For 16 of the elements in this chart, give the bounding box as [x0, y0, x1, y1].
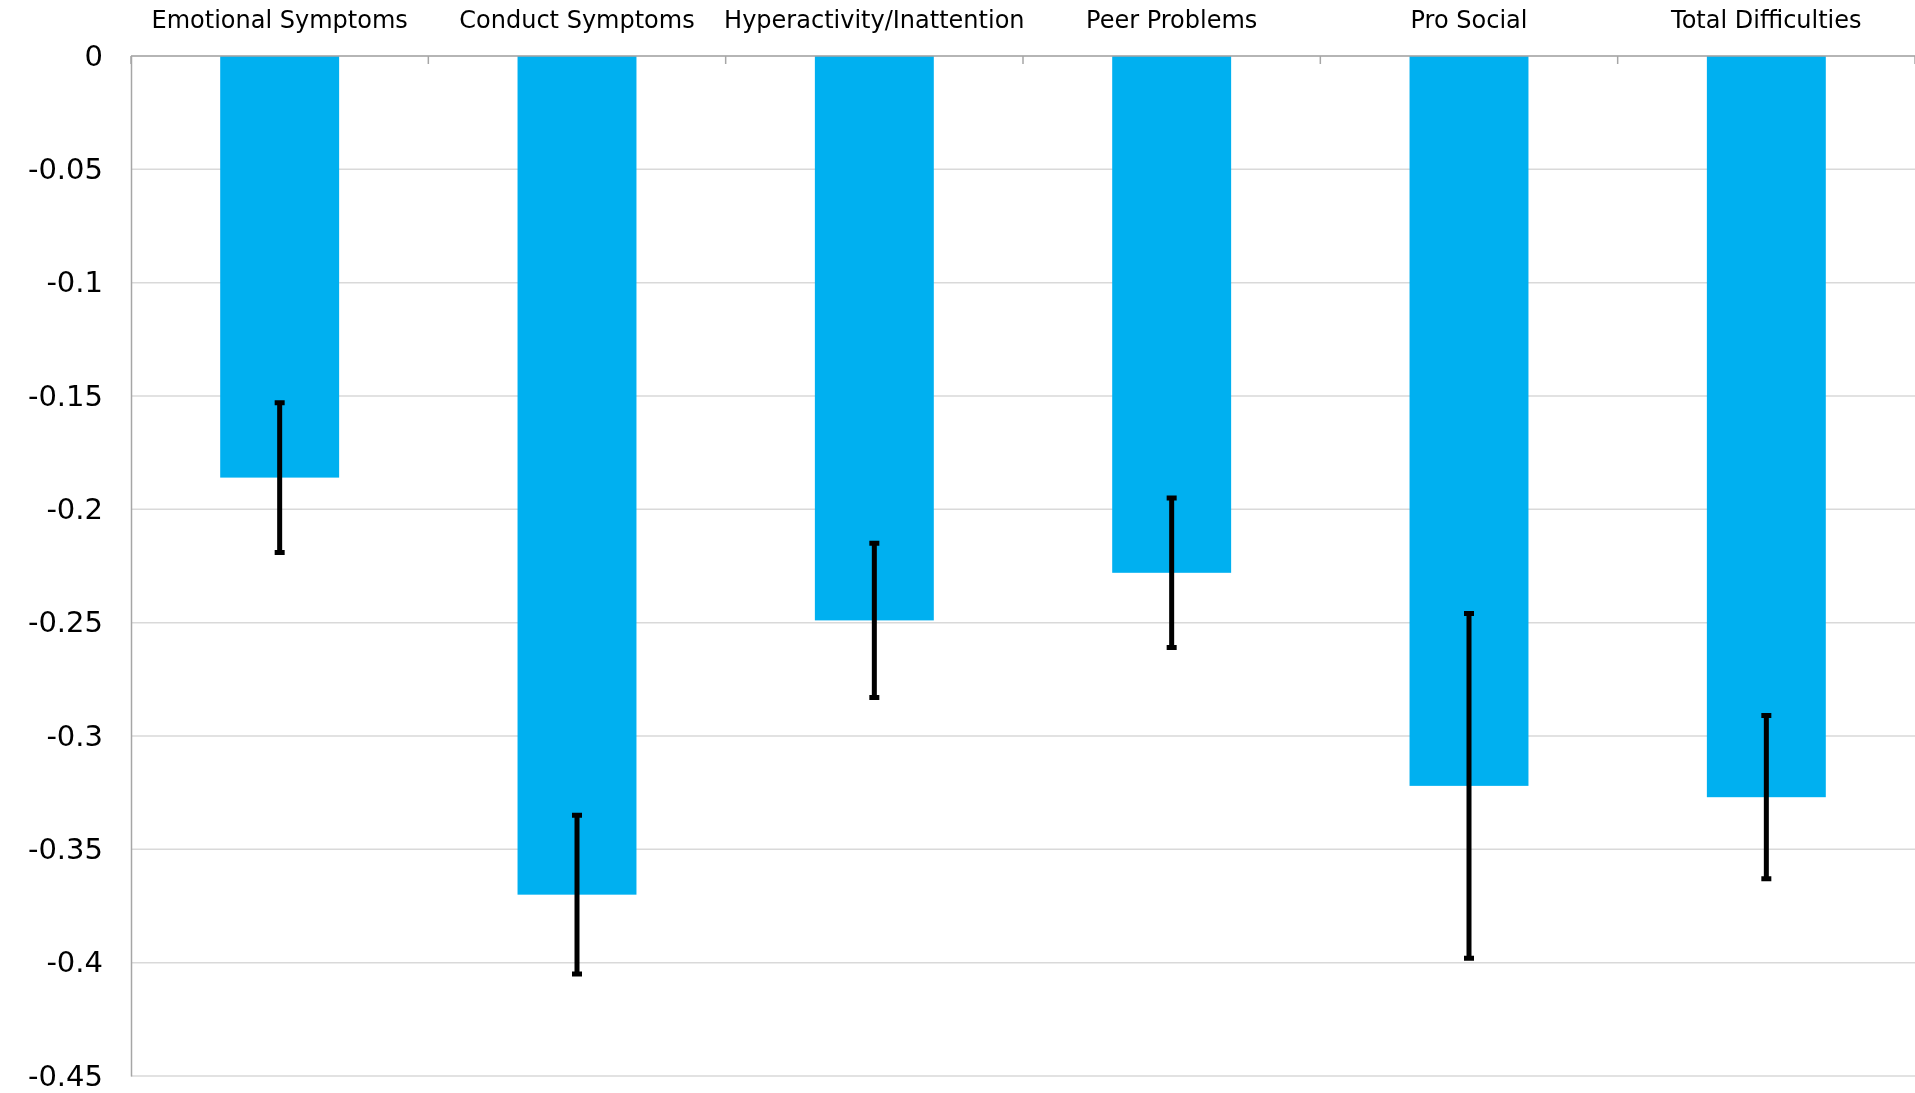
y-tick-label: -0.2	[46, 492, 103, 527]
y-tick-label: -0.35	[27, 832, 103, 867]
x-tick-label: Total Difficulties	[1670, 6, 1862, 34]
y-tick-label: -0.25	[27, 605, 103, 640]
y-tick-label: -0.1	[46, 265, 103, 300]
y-tick-label: -0.05	[27, 152, 103, 187]
x-tick-label: Pro Social	[1410, 6, 1528, 34]
y-tick-label: 0	[84, 38, 103, 73]
x-tick-label: Peer Problems	[1086, 6, 1258, 34]
x-tick-label: Hyperactivity/Inattention	[724, 6, 1025, 34]
x-tick-label: Emotional Symptoms	[151, 6, 408, 34]
x-tick-label: Conduct Symptoms	[459, 6, 695, 34]
y-tick-label: -0.3	[46, 718, 103, 753]
y-tick-label: -0.4	[46, 945, 103, 980]
y-tick-label: -0.45	[27, 1058, 103, 1093]
y-tick-label: -0.15	[27, 378, 103, 413]
